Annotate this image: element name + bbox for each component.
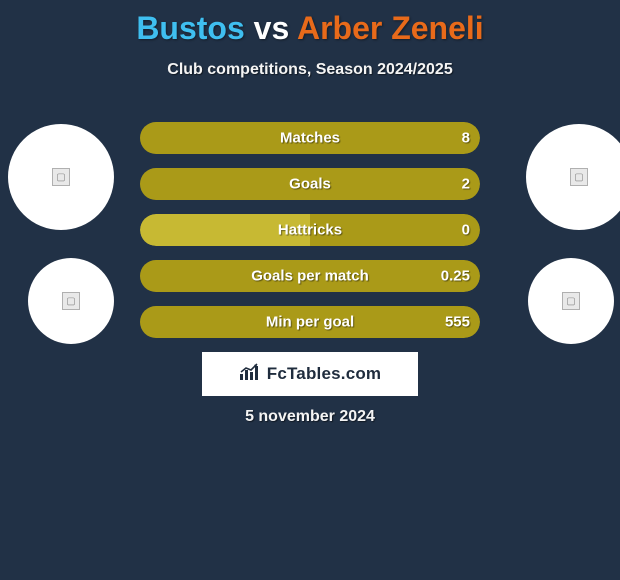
stat-bar: Min per goal 555 [140, 306, 480, 338]
stat-bar: Goals 2 [140, 168, 480, 200]
bar-value-right: 2 [462, 176, 470, 193]
bar-label: Goals [289, 176, 331, 193]
broken-image-icon [52, 168, 70, 186]
title-vs: vs [254, 10, 290, 46]
avatar-club2 [528, 258, 614, 344]
bar-label: Min per goal [266, 314, 354, 331]
avatar-player1 [8, 124, 114, 230]
bar-value-right: 555 [445, 314, 470, 331]
broken-image-icon [562, 292, 580, 310]
broken-image-icon [62, 292, 80, 310]
brand-box: FcTables.com [202, 352, 418, 396]
avatar-player2 [526, 124, 620, 230]
date-label: 5 november 2024 [0, 408, 620, 426]
page-title: Bustos vs Arber Zeneli [0, 0, 620, 47]
title-player2: Arber Zeneli [297, 10, 484, 46]
avatar-club1 [28, 258, 114, 344]
chart-icon [239, 362, 261, 387]
title-player1: Bustos [136, 10, 244, 46]
bar-value-right: 8 [462, 130, 470, 147]
brand-text: FcTables.com [267, 364, 382, 384]
subtitle: Club competitions, Season 2024/2025 [0, 61, 620, 79]
bar-label: Goals per match [251, 268, 369, 285]
bar-label: Matches [280, 130, 340, 147]
stat-bar: Hattricks 0 [140, 214, 480, 246]
broken-image-icon [570, 168, 588, 186]
bar-value-right: 0 [462, 222, 470, 239]
bar-label: Hattricks [278, 222, 342, 239]
stat-bar: Goals per match 0.25 [140, 260, 480, 292]
stat-bars: Matches 8 Goals 2 Hattricks 0 Goals per match 0… [140, 122, 480, 352]
bar-value-right: 0.25 [441, 268, 470, 285]
stat-bar: Matches 8 [140, 122, 480, 154]
